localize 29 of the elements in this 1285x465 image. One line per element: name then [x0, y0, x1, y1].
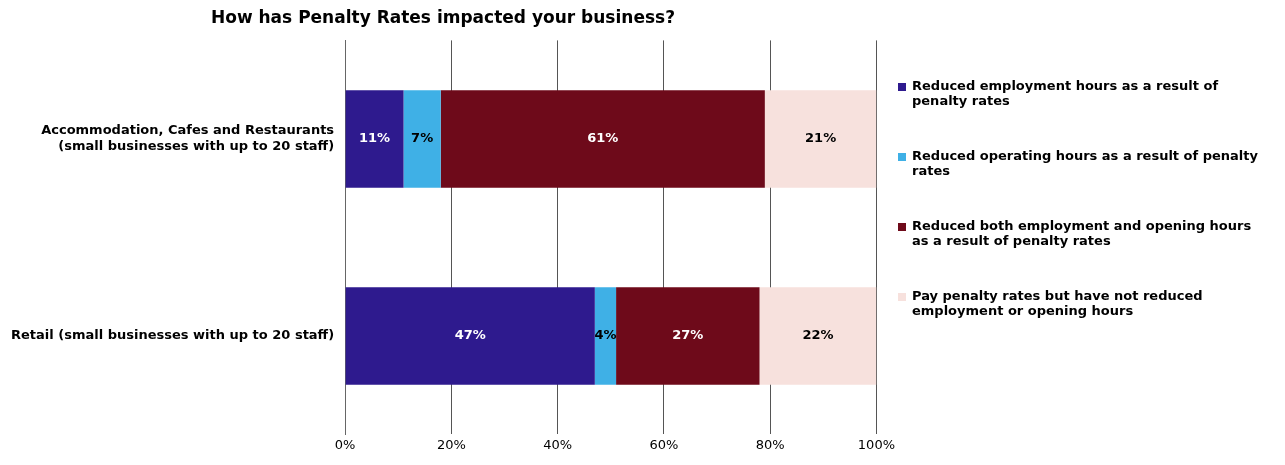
bar [616, 287, 760, 385]
data-label: 27% [672, 327, 704, 343]
bar [345, 90, 404, 188]
data-label: 7% [411, 130, 434, 146]
legend-label: Pay penalty rates but have not reduced employment or opening hours [912, 288, 1204, 318]
chart-title: How has Penalty Rates impacted your business? [210, 6, 676, 27]
data-label: 21% [805, 130, 837, 146]
legend-label: Reduced both employment and opening hours as a result of penalty rates [912, 218, 1253, 248]
data-label: 61% [587, 130, 619, 146]
x-tick-label: 40% [543, 436, 573, 452]
data-label: 4% [594, 327, 617, 343]
bar [345, 287, 595, 385]
bar [594, 287, 617, 385]
bar [764, 90, 877, 188]
y-tick-label: Retail (small businesses with up to 20 staff) [10, 327, 335, 343]
bar [440, 90, 765, 188]
y-tick-label: Accommodation, Cafes and Restaurants (small businesses with up to 20 staff) [41, 122, 335, 154]
data-label: 11% [359, 130, 391, 146]
x-tick-label: 20% [436, 436, 466, 452]
bar [759, 287, 877, 385]
data-label: 47% [454, 327, 486, 343]
x-tick-label: 80% [755, 436, 785, 452]
legend-label: Reduced operating hours as a result of penalty rates [912, 148, 1259, 178]
x-tick-label: 100% [857, 436, 895, 452]
x-tick-label: 60% [649, 436, 679, 452]
data-label: 22% [802, 327, 834, 343]
legend-label: Reduced employment hours as a result of penalty rates [912, 78, 1220, 108]
bar [403, 90, 441, 188]
x-tick-label: 0% [334, 436, 356, 452]
